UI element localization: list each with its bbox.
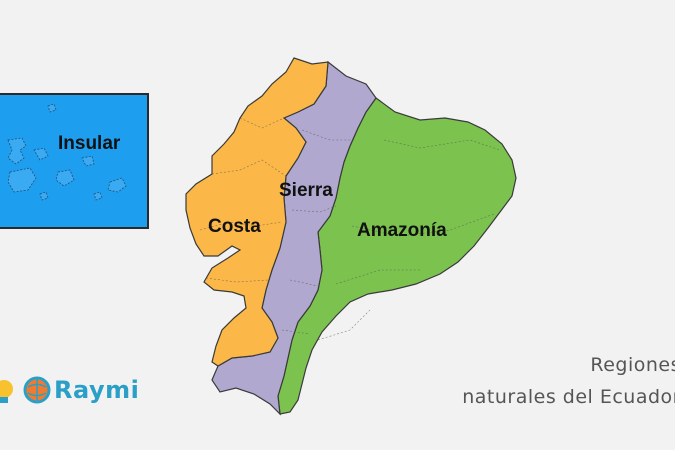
- title-line2: naturales del Ecuador: [462, 386, 675, 408]
- title-line1: Regiones: [590, 354, 675, 376]
- province-borders: [199, 117, 501, 341]
- logo-text: Raymi: [54, 376, 140, 404]
- region-costa: [185, 57, 329, 367]
- label-insular: Insular: [58, 133, 121, 154]
- lightbulb-icon: [0, 380, 13, 403]
- galapagos-inset: [0, 93, 149, 229]
- label-amazonia: Amazonía: [357, 220, 447, 241]
- raymi-logo: Raymi: [0, 372, 139, 408]
- label-costa: Costa: [208, 216, 261, 237]
- label-sierra: Sierra: [279, 180, 333, 201]
- globe-icon: [23, 376, 51, 404]
